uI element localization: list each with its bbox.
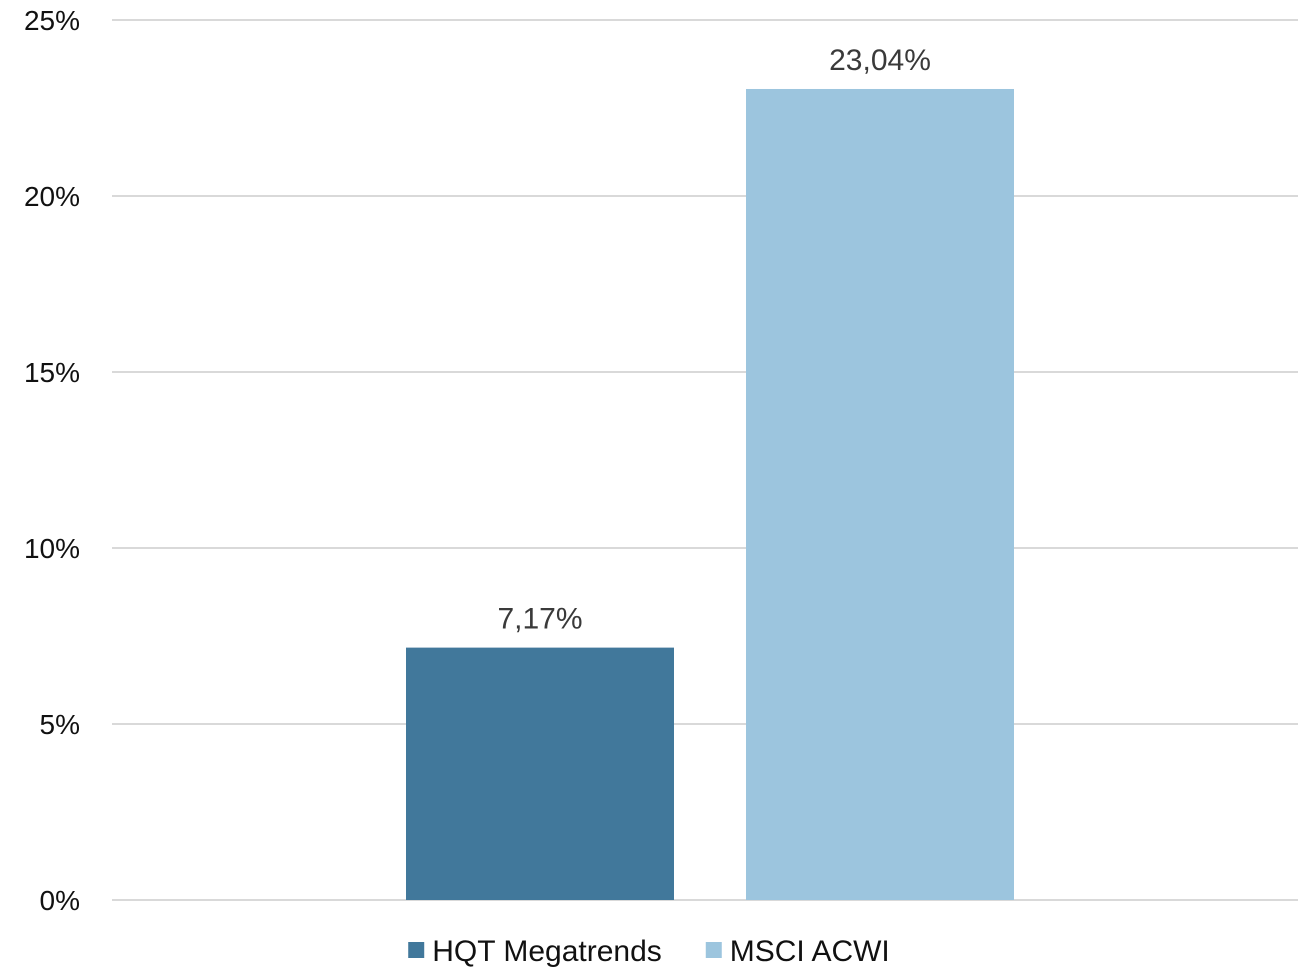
bars — [406, 88, 1014, 900]
legend-label: HQT Megatrends — [432, 935, 662, 968]
y-tick-label: 15% — [24, 357, 80, 388]
legend: HQT Megatrends MSCI ACWI — [408, 935, 890, 968]
gridlines — [112, 19, 1298, 901]
legend-label: MSCI ACWI — [730, 935, 890, 968]
bar — [746, 88, 1014, 900]
legend-swatch — [705, 942, 722, 958]
y-axis-tick-labels: 0% 5% 10% 15% 20% 25% — [24, 5, 80, 916]
y-tick-label: 0% — [40, 885, 80, 916]
data-labels: 7,17% 23,04% — [497, 44, 930, 636]
y-tick-label: 25% — [24, 5, 80, 36]
data-label: 7,17% — [497, 603, 582, 636]
legend-swatch — [408, 942, 425, 958]
y-tick-label: 5% — [40, 709, 80, 740]
y-tick-label: 20% — [24, 181, 80, 212]
bar — [406, 647, 674, 900]
data-label: 23,04% — [829, 44, 931, 77]
y-tick-label: 10% — [24, 533, 80, 564]
